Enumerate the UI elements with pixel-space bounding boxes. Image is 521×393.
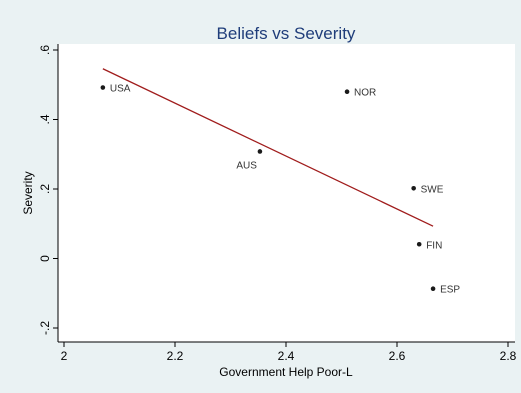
point-marker xyxy=(416,241,422,247)
data-point-usa: USA xyxy=(100,84,131,95)
point-marker xyxy=(411,186,416,191)
plot-area xyxy=(58,44,515,342)
point-label: USA xyxy=(110,84,131,95)
point-marker xyxy=(257,149,263,154)
x-tick-label: 2.8 xyxy=(500,349,517,363)
fit-line xyxy=(102,68,434,227)
y-tick-label: -.2 xyxy=(38,321,52,335)
point-label: ESP xyxy=(440,285,460,296)
point-marker xyxy=(430,286,436,292)
data-point-esp: ESP xyxy=(430,285,460,296)
data-point-nor: NOR xyxy=(344,88,376,99)
y-tick-label: 0 xyxy=(38,255,52,262)
point-label: SWE xyxy=(421,184,444,195)
data-point-swe: SWE xyxy=(411,184,444,195)
axes: 2 2.2 2.4 2.6 2.8 -.2 0 .2 .4 .6 xyxy=(38,44,517,363)
point-label: FIN xyxy=(426,240,442,251)
data-point-aus: AUS xyxy=(236,149,263,171)
point-marker xyxy=(100,85,106,90)
y-tick-label: .4 xyxy=(38,114,52,124)
x-tick-label: 2 xyxy=(61,349,68,363)
fit-line-layer xyxy=(102,68,434,227)
y-tick-label: .2 xyxy=(38,184,52,194)
y-tick-label: .6 xyxy=(38,45,52,55)
x-axis-label: Government Help Poor-L xyxy=(219,365,353,379)
data-points: USA AUS NOR SWE FIN ESP xyxy=(100,84,460,296)
point-label: AUS xyxy=(236,160,257,171)
x-tick-label: 2.4 xyxy=(278,349,295,363)
chart-title: Beliefs vs Severity xyxy=(217,24,356,43)
point-marker xyxy=(344,89,350,94)
point-label: NOR xyxy=(354,88,376,99)
x-tick-label: 2.2 xyxy=(167,349,184,363)
y-axis-label: Severity xyxy=(21,171,35,214)
x-tick-label: 2.6 xyxy=(389,349,406,363)
data-point-fin: FIN xyxy=(416,240,442,251)
